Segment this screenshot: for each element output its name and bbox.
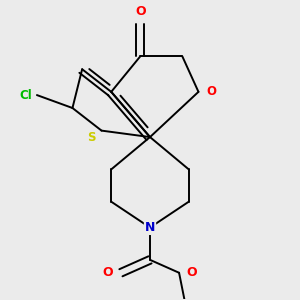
- Text: N: N: [145, 221, 155, 234]
- Text: O: O: [103, 266, 113, 279]
- Text: Cl: Cl: [19, 88, 32, 102]
- Text: S: S: [88, 130, 96, 144]
- Text: O: O: [135, 4, 146, 18]
- Text: O: O: [206, 85, 216, 98]
- Text: O: O: [187, 266, 197, 279]
